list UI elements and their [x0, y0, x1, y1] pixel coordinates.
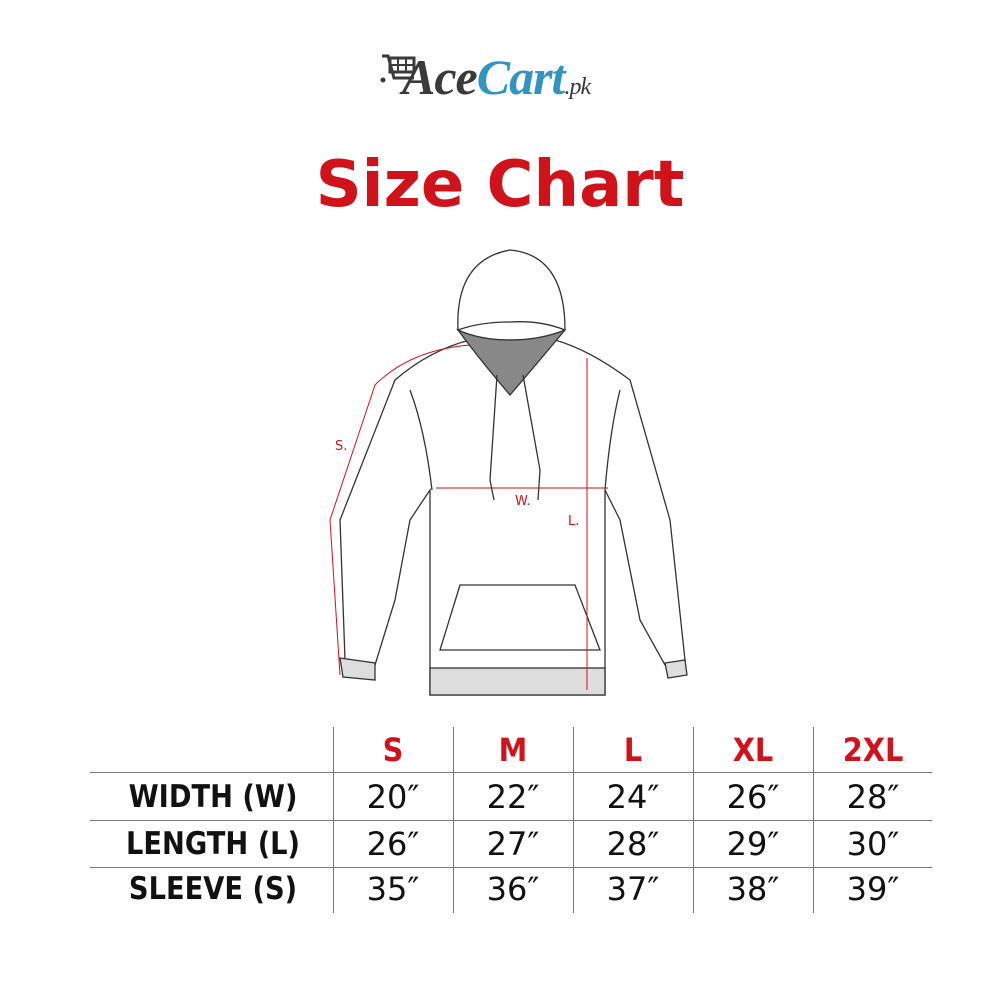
table-divider	[573, 727, 574, 913]
row-label-sleeve: SLEEVE (S)	[128, 871, 298, 907]
table-cell: 28″	[846, 778, 900, 816]
row-label-width: WIDTH (W)	[128, 779, 298, 815]
table-cell: 26″	[726, 778, 780, 816]
row-label-length: LENGTH (L)	[125, 826, 301, 862]
page-title: Size Chart	[315, 148, 685, 222]
hoodie-diagram: S. W. L.	[329, 249, 688, 696]
table-divider	[693, 727, 694, 913]
size-header-m: M	[498, 731, 528, 769]
table-cell: 28″	[606, 825, 660, 863]
table-divider	[90, 820, 932, 821]
brand-logo: AceCart.pk	[380, 48, 680, 118]
table-cell: 37″	[606, 870, 660, 908]
size-header-l: L	[623, 731, 643, 769]
length-measure-label: L.	[568, 514, 579, 529]
table-cell: 24″	[606, 778, 660, 816]
table-cell: 39″	[846, 870, 900, 908]
size-header-s: S	[382, 731, 404, 769]
sleeve-measure-label: S.	[335, 439, 347, 454]
table-divider	[813, 727, 814, 913]
width-measure-label: W.	[515, 494, 531, 509]
table-cell: 36″	[486, 870, 540, 908]
table-cell: 38″	[726, 870, 780, 908]
table-divider	[90, 867, 932, 868]
logo-text-cart: Cart	[476, 49, 566, 105]
size-header-2xl: 2XL	[842, 731, 904, 769]
table-cell: 26″	[366, 825, 420, 863]
table-cell: 29″	[726, 825, 780, 863]
table-divider	[453, 727, 454, 913]
logo-text-ace: Ace	[402, 49, 478, 105]
table-cell: 35″	[366, 870, 420, 908]
table-cell: 27″	[486, 825, 540, 863]
size-header-xl: XL	[732, 731, 774, 769]
shopping-cart-icon	[380, 54, 416, 83]
logo-text-pk: .pk	[564, 74, 591, 100]
table-cell: 30″	[846, 825, 900, 863]
table-divider	[90, 772, 932, 773]
table-cell: 22″	[486, 778, 540, 816]
table-cell: 20″	[366, 778, 420, 816]
table-divider	[333, 727, 334, 913]
